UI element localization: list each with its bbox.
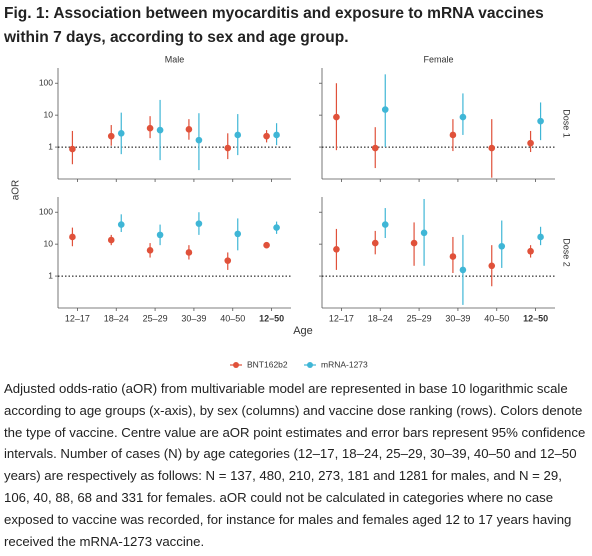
x-tick-label: 12–17: [65, 313, 90, 323]
point: [449, 253, 457, 260]
point: [195, 136, 203, 144]
x-tick-label: 12–50: [259, 313, 284, 323]
y-tick-label: 100: [39, 206, 53, 216]
point: [371, 144, 379, 152]
legend-label: mRNA-1273: [321, 359, 368, 369]
x-tick-label: 18–24: [368, 313, 393, 323]
point: [224, 144, 232, 152]
point: [156, 126, 164, 134]
point: [527, 247, 534, 255]
point: [107, 236, 115, 244]
point: [488, 262, 496, 270]
y-tick-label: 1: [48, 141, 53, 151]
point: [459, 113, 467, 121]
legend-key: [307, 362, 313, 368]
point: [263, 241, 270, 249]
x-tick-label: 30–39: [181, 313, 206, 323]
point: [185, 249, 193, 256]
x-tick-label: 40–50: [484, 313, 509, 323]
x-tick-label: 25–29: [143, 313, 168, 323]
point: [146, 247, 154, 254]
point: [263, 132, 270, 140]
x-tick-label: 25–29: [407, 313, 432, 323]
y-axis-label: aOR: [11, 180, 22, 201]
point: [371, 239, 379, 247]
legend-label: BNT162b2: [247, 359, 288, 369]
point: [273, 224, 280, 231]
point: [234, 230, 242, 238]
row-label: Dose 1: [562, 109, 572, 138]
legend-key: [233, 362, 239, 368]
x-tick-label: 30–39: [445, 313, 470, 323]
point: [117, 221, 125, 228]
point: [381, 221, 389, 228]
point: [107, 132, 115, 140]
point: [488, 144, 496, 152]
x-tick-label: 40–50: [220, 313, 245, 323]
point: [333, 113, 340, 121]
point: [333, 245, 340, 253]
chart: Male Female Dose 1 Dose 2 aOR Age 1 10 100 1 10 100…: [11, 54, 572, 369]
point: [234, 131, 242, 139]
x-tick-label: 12–50: [523, 313, 548, 323]
point: [537, 233, 544, 241]
point: [273, 131, 280, 139]
x-tick-label: 12–17: [329, 313, 354, 323]
caption: Adjusted odds-ratio (aOR) from multivari…: [4, 381, 586, 549]
point: [224, 257, 232, 264]
point: [527, 139, 534, 147]
point: [69, 233, 76, 241]
y-tick-label: 10: [44, 238, 54, 248]
column-label: Male: [165, 54, 185, 64]
point: [449, 131, 457, 139]
y-tick-label: 10: [44, 109, 54, 119]
point: [195, 220, 203, 227]
point: [185, 126, 193, 133]
point: [537, 117, 544, 125]
y-tick-label: 100: [39, 77, 53, 87]
point: [498, 242, 506, 250]
point: [420, 229, 428, 237]
point: [69, 145, 76, 153]
x-tick-label: 18–24: [104, 313, 129, 323]
x-axis-label: Age: [293, 325, 313, 337]
chart-title: Fig. 1: Association between myocarditis …: [4, 5, 544, 46]
point: [146, 124, 154, 132]
column-label: Female: [423, 54, 453, 64]
point: [117, 130, 125, 137]
row-label: Dose 2: [562, 238, 572, 267]
y-tick-label: 1: [48, 270, 53, 280]
point: [410, 239, 418, 247]
point: [156, 231, 164, 239]
point: [381, 106, 389, 113]
point: [459, 266, 467, 274]
